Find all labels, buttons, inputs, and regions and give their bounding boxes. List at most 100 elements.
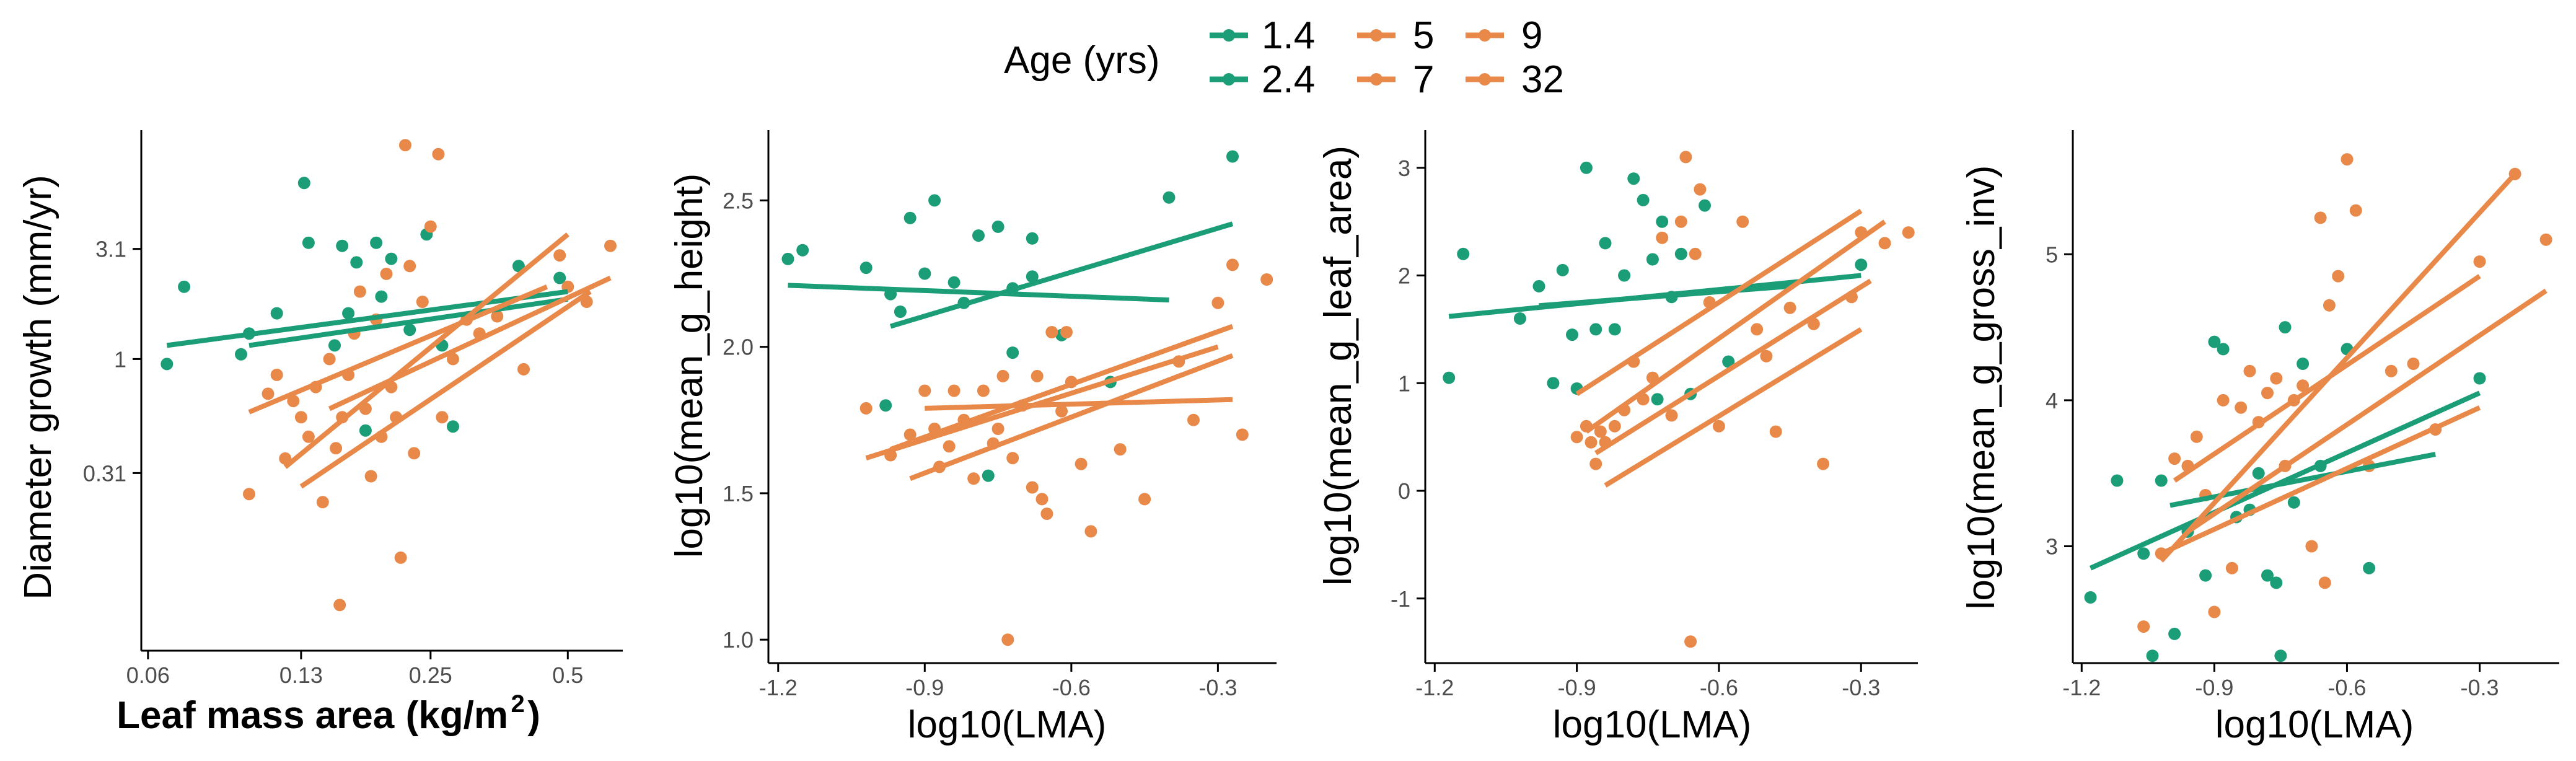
data-point-old [1001,633,1014,646]
data-point-young [1006,346,1019,359]
data-point-young [1163,191,1176,204]
x-axis-title: log10(LMA) [1553,703,1751,746]
fit-line-old [328,275,612,411]
x-tick-label: -0.9 [1558,675,1596,700]
data-point-old [2208,605,2221,618]
data-point-young [1443,371,1456,384]
data-point-young [2084,591,2097,604]
data-point-young [370,236,383,249]
data-point-young [336,239,349,252]
y-tick-label: 1.5 [723,481,754,506]
x-axis-title-text: Leaf mass area [116,694,395,737]
data-point-old [553,249,566,262]
y-tick-label: 4 [2046,388,2058,413]
legend-label: 32 [1521,58,1564,101]
x-tick-label: 0.13 [279,662,323,688]
y-tick-label: 1 [114,346,126,372]
y-tick-label: -1 [1391,586,1410,612]
data-point-young [1646,253,1659,266]
data-point-old [2261,387,2274,400]
data-point-old [2323,299,2336,312]
x-tick-label: -0.6 [1052,675,1091,700]
data-point-young [160,358,174,371]
data-point-old [262,387,275,400]
data-point-young [2155,474,2168,487]
x-axis-title: Leaf mass area (kg/m 2 ) [116,690,540,737]
fit-line-old [909,353,1234,482]
data-point-old [1751,323,1764,336]
panel-diameter-growth: 0.06 0.13 0.25 0.5 0.31 1 3.1 Diameter growth … [17,130,623,737]
panel-1-axes: 0.06 0.13 0.25 0.5 0.31 1 3.1 [83,130,623,688]
data-point-young [796,244,809,257]
data-point-old [432,147,445,161]
legend-key-point [1479,73,1491,86]
data-point-young [859,262,873,275]
data-point-old [316,496,329,509]
data-point-old [1589,457,1602,470]
x-tick-label: 0.25 [409,662,452,688]
fit-line-old [2160,405,2481,556]
panel-4-axes: -1.2 -0.9 -0.6 -0.3 3 4 5 [2046,130,2559,700]
panel-4-marks [2084,153,2552,662]
fit-line-old [1594,278,1872,455]
data-point-old [2225,561,2238,574]
data-point-old [323,353,336,366]
data-point-old [403,260,416,273]
x-tick-label: -0.3 [1842,675,1880,700]
data-point-old [859,402,873,415]
legend-key-point [1479,29,1491,42]
data-point-young [1547,377,1560,390]
x-tick-label: 0.06 [126,662,170,688]
data-point-old [1712,420,1725,433]
data-point-old [436,411,449,424]
data-point-young [1513,312,1526,325]
data-point-old [2473,255,2486,268]
y-tick-label: 3.1 [95,237,126,262]
data-point-young [235,348,247,361]
data-point-old [2168,452,2181,465]
data-point-old [294,411,307,424]
data-point-old [399,139,411,152]
data-point-young [2287,496,2300,509]
data-point-young [2270,576,2283,589]
data-point-young [447,420,459,433]
data-point-young [1618,269,1631,282]
fit-line-old [925,397,1233,411]
legend-label: 7 [1413,58,1434,101]
y-tick-label: 0.31 [83,460,126,486]
data-point-young [2217,343,2230,356]
data-point-old [604,239,617,252]
data-point-young [928,194,941,207]
data-point-young [972,229,985,242]
legend-key-point [1370,29,1383,42]
legend-key-point [1223,73,1235,86]
data-point-young [375,290,388,303]
panel-mean-g-height: -1.2 -0.9 -0.6 -0.3 1.0 1.5 2.0 2.5 log10(mean_… [668,130,1277,746]
data-point-old [1031,369,1044,382]
data-point-old [1570,431,1583,444]
data-point-old [1817,457,1830,470]
data-point-old [416,296,429,308]
panel-3-marks [1443,151,1915,648]
data-point-young [879,399,892,412]
x-axis-title: log10(LMA) [2215,703,2414,746]
data-point-old [2137,620,2150,633]
data-point-young [1722,355,1735,368]
y-tick-label: 5 [2046,242,2058,267]
panel-2-marks [781,150,1273,646]
fit-line-old [299,289,592,489]
fit-line-old [1604,327,1863,488]
x-axis-title-close: ) [527,694,540,737]
data-point-young [1855,258,1868,271]
x-axis-title-units: (kg/m [406,694,508,737]
x-tick-label: -0.3 [1198,675,1237,700]
fit-line-old [1575,208,1863,397]
data-point-young [894,306,907,318]
data-point-old [1679,151,1692,164]
data-point-young [2261,569,2274,582]
data-point-old [1006,452,1019,465]
data-point-young [947,276,961,289]
data-point-young [1026,232,1039,245]
data-point-old [2190,430,2203,443]
legend-title: Age (yrs) [1004,39,1159,82]
